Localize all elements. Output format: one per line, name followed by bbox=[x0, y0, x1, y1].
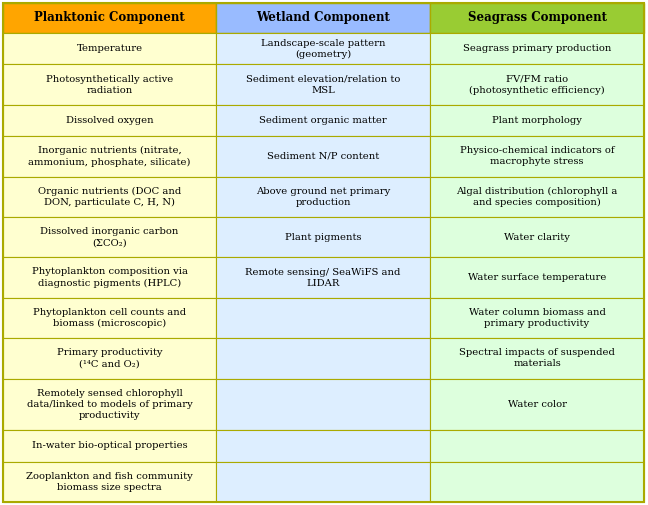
Bar bbox=[216, 177, 430, 217]
Text: Water color: Water color bbox=[507, 400, 566, 409]
Bar bbox=[430, 65, 644, 105]
Bar bbox=[430, 105, 644, 136]
Bar bbox=[430, 33, 644, 65]
Bar bbox=[216, 105, 430, 136]
Bar bbox=[3, 136, 216, 177]
Text: Primary productivity
(¹⁴C and O₂): Primary productivity (¹⁴C and O₂) bbox=[57, 348, 162, 369]
Bar bbox=[3, 430, 216, 462]
Text: Above ground net primary
production: Above ground net primary production bbox=[256, 187, 390, 207]
Text: Sediment elevation/relation to
MSL: Sediment elevation/relation to MSL bbox=[246, 75, 400, 94]
Bar bbox=[3, 379, 216, 430]
Bar bbox=[216, 462, 430, 502]
Text: Photosynthetically active
radiation: Photosynthetically active radiation bbox=[46, 75, 173, 94]
Text: Plant morphology: Plant morphology bbox=[492, 116, 582, 125]
Text: Seagrass primary production: Seagrass primary production bbox=[463, 44, 611, 53]
Bar bbox=[430, 430, 644, 462]
Text: Remotely sensed chlorophyll
data/linked to models of primary
productivity: Remotely sensed chlorophyll data/linked … bbox=[27, 389, 192, 420]
Text: Spectral impacts of suspended
materials: Spectral impacts of suspended materials bbox=[459, 348, 615, 369]
Bar bbox=[216, 338, 430, 379]
Text: Water column biomass and
primary productivity: Water column biomass and primary product… bbox=[469, 308, 605, 328]
Text: Remote sensing/ SeaWiFS and
LIDAR: Remote sensing/ SeaWiFS and LIDAR bbox=[246, 268, 400, 288]
Bar bbox=[430, 177, 644, 217]
Bar bbox=[3, 33, 216, 65]
Bar bbox=[430, 258, 644, 298]
Bar bbox=[216, 136, 430, 177]
Text: Wetland Component: Wetland Component bbox=[256, 12, 390, 25]
Bar bbox=[3, 3, 216, 33]
Bar bbox=[3, 65, 216, 105]
Text: Water clarity: Water clarity bbox=[504, 233, 570, 242]
Text: Dissolved inorganic carbon
(ΣCO₂): Dissolved inorganic carbon (ΣCO₂) bbox=[40, 227, 179, 247]
Bar bbox=[3, 338, 216, 379]
Bar bbox=[3, 217, 216, 258]
Bar bbox=[430, 462, 644, 502]
Text: Physico-chemical indicators of
macrophyte stress: Physico-chemical indicators of macrophyt… bbox=[459, 146, 614, 167]
Text: Phytoplankton cell counts and
biomass (microscopic): Phytoplankton cell counts and biomass (m… bbox=[33, 308, 186, 328]
Text: Sediment organic matter: Sediment organic matter bbox=[259, 116, 387, 125]
Bar bbox=[216, 65, 430, 105]
Text: Planktonic Component: Planktonic Component bbox=[34, 12, 185, 25]
Bar bbox=[430, 379, 644, 430]
Bar bbox=[430, 338, 644, 379]
Text: Plant pigments: Plant pigments bbox=[284, 233, 361, 242]
Bar bbox=[3, 177, 216, 217]
Text: Dissolved oxygen: Dissolved oxygen bbox=[65, 116, 154, 125]
Bar bbox=[3, 298, 216, 338]
Bar bbox=[430, 298, 644, 338]
Text: Algal distribution (chlorophyll a
and species composition): Algal distribution (chlorophyll a and sp… bbox=[456, 187, 618, 207]
Text: Landscape-scale pattern
(geometry): Landscape-scale pattern (geometry) bbox=[260, 38, 386, 59]
Bar bbox=[430, 136, 644, 177]
Text: Sediment N/P content: Sediment N/P content bbox=[267, 152, 379, 161]
Text: Temperature: Temperature bbox=[76, 44, 143, 53]
Bar bbox=[430, 217, 644, 258]
Bar bbox=[430, 3, 644, 33]
Bar bbox=[216, 217, 430, 258]
Text: In-water bio-optical properties: In-water bio-optical properties bbox=[32, 441, 187, 450]
Bar bbox=[216, 3, 430, 33]
Bar bbox=[216, 298, 430, 338]
Text: Seagrass Component: Seagrass Component bbox=[467, 12, 607, 25]
Text: FV/FM ratio
(photosynthetic efficiency): FV/FM ratio (photosynthetic efficiency) bbox=[469, 74, 605, 95]
Bar bbox=[216, 379, 430, 430]
Bar bbox=[216, 430, 430, 462]
Bar bbox=[3, 258, 216, 298]
Bar bbox=[3, 462, 216, 502]
Text: Inorganic nutrients (nitrate,
ammonium, phosphate, silicate): Inorganic nutrients (nitrate, ammonium, … bbox=[29, 146, 191, 167]
Text: Zooplankton and fish community
biomass size spectra: Zooplankton and fish community biomass s… bbox=[26, 472, 193, 492]
Bar bbox=[3, 105, 216, 136]
Text: Water surface temperature: Water surface temperature bbox=[468, 273, 606, 282]
Bar bbox=[216, 33, 430, 65]
Text: Organic nutrients (DOC and
DON, particulate C, H, N): Organic nutrients (DOC and DON, particul… bbox=[38, 187, 181, 207]
Bar bbox=[216, 258, 430, 298]
Text: Phytoplankton composition via
diagnostic pigments (HPLC): Phytoplankton composition via diagnostic… bbox=[32, 268, 187, 288]
